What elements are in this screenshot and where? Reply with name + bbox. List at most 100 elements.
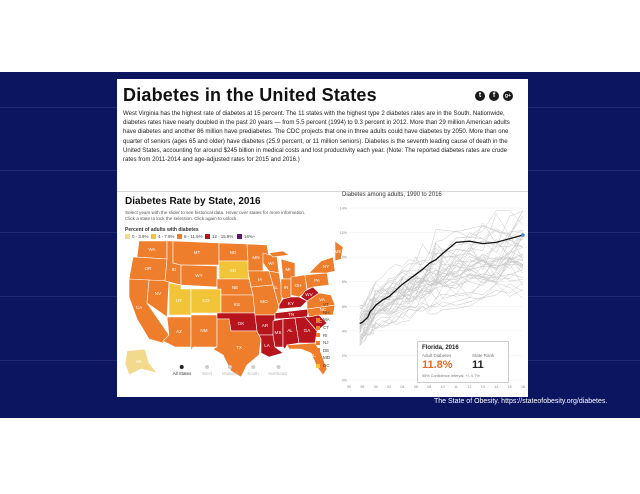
trend-chart-title: Diabetes among adults, 1990 to 2016: [342, 192, 442, 198]
region-south[interactable]: South: [247, 365, 259, 376]
state-label: FL: [310, 353, 316, 358]
state-label: SD: [230, 268, 237, 273]
legend-label: 8 - 11.9%: [184, 234, 203, 239]
y-tick-label: 6%: [342, 305, 348, 309]
small-state-item[interactable]: RI: [316, 331, 330, 339]
state-PA[interactable]: [304, 272, 330, 290]
region-label: Midwest: [221, 371, 239, 376]
series-line-background: [359, 231, 524, 309]
small-state-label: VT: [323, 302, 329, 308]
region-label: Northeast: [268, 371, 288, 376]
small-state-label: NJ: [323, 340, 329, 346]
state-label: PA: [314, 278, 321, 283]
legend-label: 12 - 15.9%: [212, 234, 234, 239]
state-ME[interactable]: [334, 240, 343, 262]
small-state-item[interactable]: NJ: [316, 339, 330, 347]
info-rate-label: Adult Diabetes: [422, 353, 452, 358]
legend-swatch: [125, 234, 130, 239]
x-tick-label: 06: [414, 385, 418, 389]
region-label: West: [202, 371, 212, 376]
legend-swatch: [237, 234, 242, 239]
state-AK[interactable]: [124, 348, 158, 376]
latest-point-marker: [521, 233, 525, 237]
small-state-item[interactable]: DC: [316, 362, 330, 370]
state-NM[interactable]: [190, 314, 218, 352]
legend-title: Percent of adults with diabetes: [125, 227, 199, 233]
state-label: OR: [145, 266, 153, 271]
series-line-background: [359, 282, 524, 346]
region-label: South: [247, 371, 259, 376]
region-dot: [179, 365, 184, 369]
state-MN[interactable]: [246, 243, 270, 272]
series-line-background: [359, 282, 524, 340]
region-all-states[interactable]: All States: [173, 365, 191, 376]
state-label: CO: [203, 298, 210, 303]
google-plus-icon[interactable]: g+: [503, 91, 513, 101]
series-line-background: [359, 260, 524, 323]
state-label: OH: [295, 283, 302, 288]
small-state-item[interactable]: MD: [316, 354, 330, 362]
small-state-label: DE: [323, 347, 330, 353]
region-northeast[interactable]: Northeast: [268, 365, 288, 376]
small-state-label: MD: [323, 355, 330, 361]
series-line-background: [359, 269, 524, 343]
series-line-background: [359, 257, 524, 327]
map-title: Diabetes Rate by State, 2016: [125, 196, 261, 207]
small-state-item[interactable]: CT: [316, 324, 330, 332]
small-state-item[interactable]: DE: [316, 347, 330, 355]
state-label: KY: [288, 301, 294, 306]
legend-label: 16%+: [244, 234, 256, 239]
legend-item-4[interactable]: 16%+: [237, 234, 255, 239]
state-swatch: [316, 302, 320, 307]
state-label: WY: [195, 273, 202, 278]
series-line-highlight: [359, 234, 524, 325]
small-state-item[interactable]: NH: [316, 309, 330, 317]
small-state-list: VT NH MA CT RI NJ DE MD DC: [316, 301, 330, 369]
us-state-map[interactable]: WA OR CA NV ID MT WY UT AZ CO NM ND SD N…: [123, 239, 343, 379]
legend-item-1[interactable]: 4 - 7.9%: [151, 234, 174, 239]
legend-item-3[interactable]: 12 - 15.9%: [205, 234, 233, 239]
screenshot-panel: Diabetes in the United States t f g+ Wes…: [117, 79, 528, 397]
info-confidence: 95% Confidence Interval: +/- 0.7%: [422, 374, 480, 378]
y-tick-label: 2%: [342, 354, 348, 358]
twitter-icon[interactable]: t: [475, 91, 485, 101]
x-tick-label: 90: [347, 385, 351, 389]
state-label: TN: [288, 312, 294, 317]
y-tick-label: 0%: [342, 379, 348, 383]
state-label: IL: [274, 285, 278, 290]
state-label: ND: [230, 250, 237, 255]
small-state-item[interactable]: VT: [316, 301, 330, 309]
state-swatch: [316, 340, 320, 345]
legend-swatch: [151, 234, 156, 239]
x-tick-label: 15: [508, 385, 512, 389]
state-label: NE: [232, 285, 238, 290]
state-label: AR: [262, 323, 269, 328]
legend-swatch: [205, 234, 210, 239]
state-TX[interactable]: [212, 318, 262, 378]
region-midwest[interactable]: Midwest: [222, 365, 238, 376]
y-tick-label: 14%: [340, 207, 348, 211]
region-selector[interactable]: All States West Midwest South Northeast: [147, 365, 337, 385]
info-rank-label: State Rank: [472, 353, 495, 358]
state-label: LA: [264, 343, 271, 348]
state-swatch: [316, 317, 320, 322]
region-west[interactable]: West: [202, 365, 212, 376]
state-label: AK: [136, 359, 143, 364]
legend-item-0[interactable]: 0 - 3.9%: [125, 234, 148, 239]
x-tick-label: 14: [494, 385, 498, 389]
state-MS[interactable]: [272, 318, 284, 348]
state-label: CA: [136, 305, 143, 310]
facebook-icon[interactable]: f: [489, 91, 499, 101]
state-IL[interactable]: [268, 270, 284, 309]
legend-label: 0 - 3.9%: [132, 234, 149, 239]
state-KY[interactable]: [278, 296, 308, 310]
state-MT[interactable]: [172, 240, 220, 266]
state-label: MO: [260, 299, 268, 304]
series-line-background: [359, 271, 524, 344]
series-line-background: [359, 215, 524, 319]
state-label: WV: [305, 292, 313, 297]
legend-item-2[interactable]: 8 - 11.9%: [177, 234, 202, 239]
series-line-background: [359, 258, 524, 334]
small-state-item[interactable]: MA: [316, 316, 330, 324]
state-NY[interactable]: [308, 256, 336, 274]
